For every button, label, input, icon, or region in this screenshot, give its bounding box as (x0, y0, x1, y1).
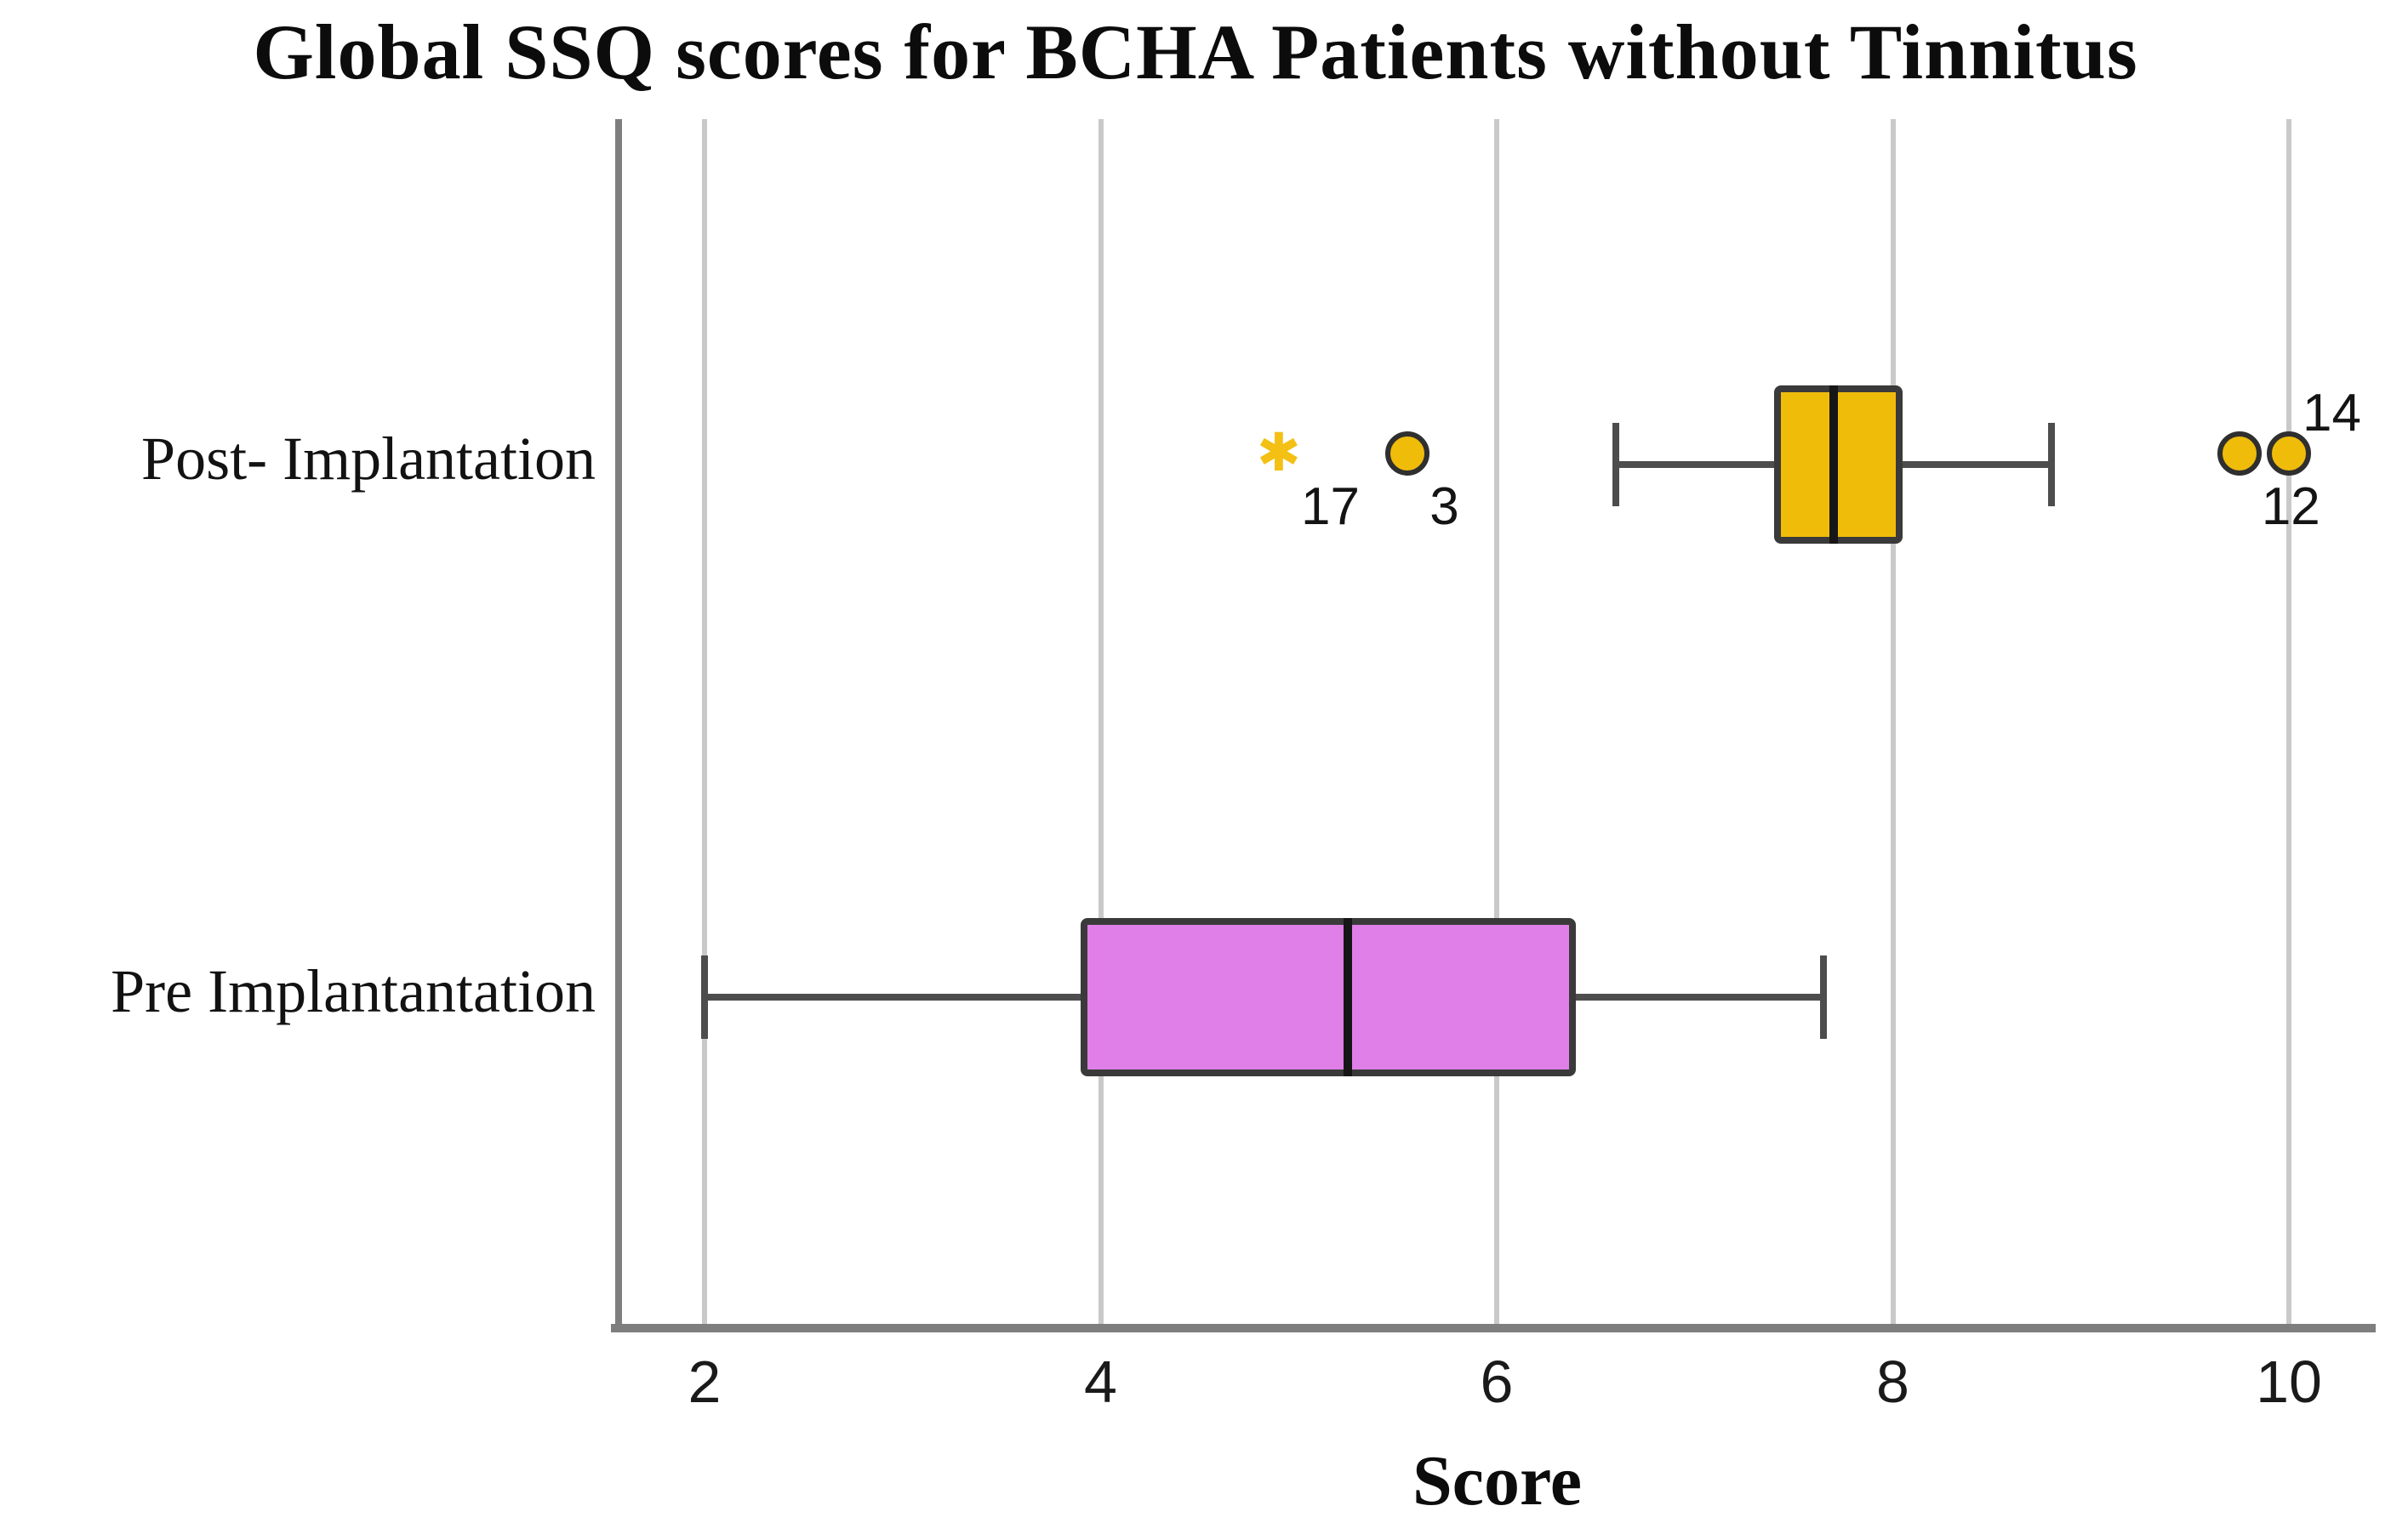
box (1081, 918, 1577, 1076)
whisker-cap (2047, 423, 2055, 506)
whisker-cap (701, 955, 708, 1039)
median-line (1829, 385, 1838, 544)
median-line (1344, 918, 1353, 1076)
outlier-circle-icon (2267, 431, 2311, 476)
outlier-label: 3 (1429, 477, 1459, 536)
x-tick-label: 10 (2256, 1349, 2322, 1415)
whisker-line (1576, 994, 1824, 1001)
gridline (1890, 119, 1896, 1327)
x-axis-line (611, 1324, 2376, 1332)
whisker-cap (1820, 955, 1828, 1039)
outlier-label: 12 (2261, 477, 2320, 536)
outlier-label: 14 (2303, 384, 2361, 442)
x-tick-label: 4 (1084, 1349, 1117, 1415)
box (1773, 385, 1903, 544)
gridline (702, 119, 707, 1327)
x-tick-label: 8 (1876, 1349, 1909, 1415)
gridline (1494, 119, 1499, 1327)
gridline (1098, 119, 1104, 1327)
outlier-label: 17 (1300, 477, 1360, 536)
category-label: Post- Implantation (141, 425, 596, 493)
x-tick-label: 2 (688, 1349, 722, 1415)
gridline (2286, 119, 2291, 1327)
y-axis-line (615, 119, 622, 1327)
whisker-line (705, 994, 1081, 1001)
outlier-circle-icon (1385, 431, 1430, 476)
whisker-cap (1612, 423, 1619, 506)
whisker-line (1615, 461, 1774, 468)
x-tick-label: 6 (1480, 1349, 1514, 1415)
outlier-circle-icon (2217, 431, 2262, 476)
x-axis-title: Score (1412, 1441, 1583, 1520)
chart-title: Global SSQ scores for BCHA Patients with… (253, 9, 2138, 95)
whisker-line (1903, 461, 2051, 468)
category-label: Pre Implantantation (111, 957, 596, 1025)
outlier-star-icon: ✱ (1256, 424, 1301, 482)
